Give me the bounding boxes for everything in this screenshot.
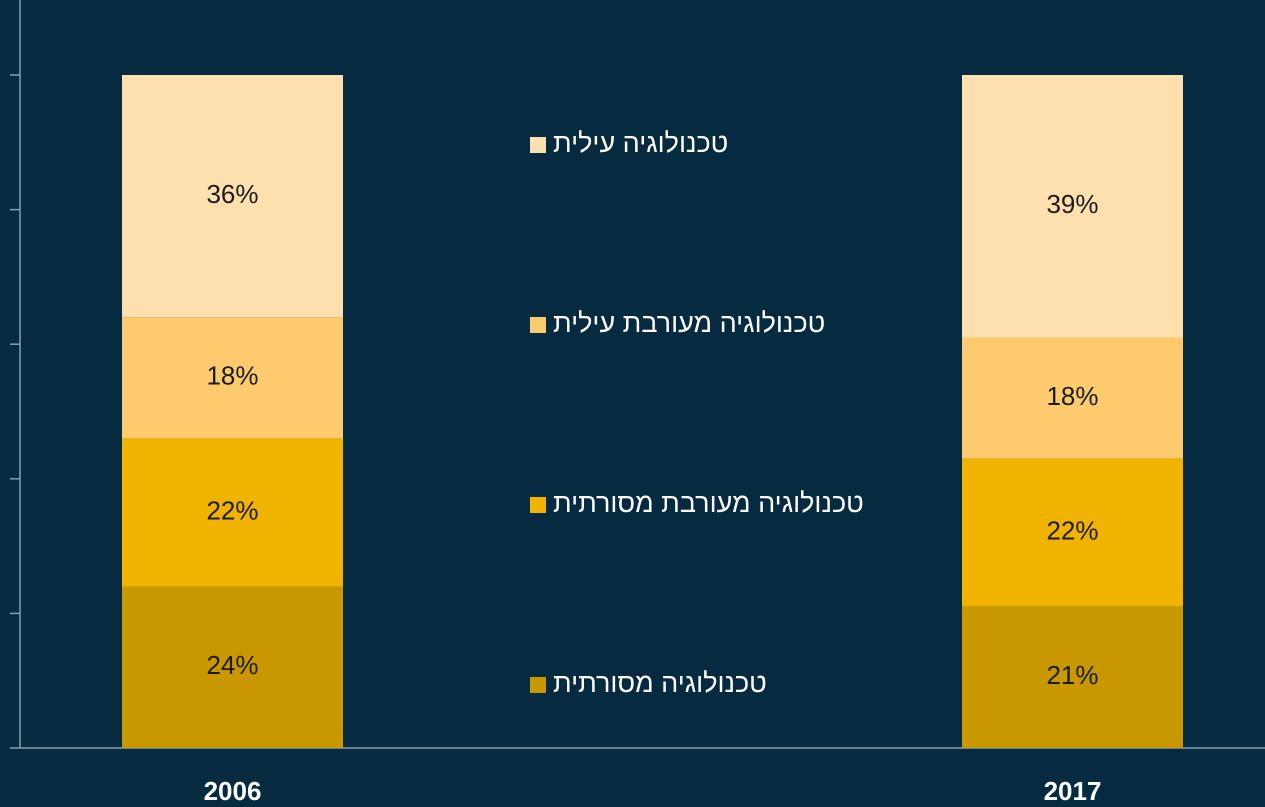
bar-segment	[122, 75, 343, 318]
bar-segment	[962, 606, 1183, 748]
legend-swatch	[530, 317, 546, 333]
bar-segment	[122, 317, 343, 439]
data-label: 21%	[1046, 660, 1098, 690]
x-tick-label: 2017	[1044, 776, 1102, 806]
legend-label: טכנולוגיה מסורתית	[553, 668, 767, 698]
legend-label: טכנולוגיה מעורבת מסורתית	[553, 488, 864, 518]
data-label: 18%	[206, 361, 258, 391]
legend-label: טכנולוגיה עילית	[553, 128, 728, 158]
data-label: 22%	[1046, 516, 1098, 546]
legend-label: טכנולוגיה מעורבת עילית	[553, 308, 825, 338]
bar-segment	[962, 458, 1183, 607]
bar-segment	[962, 75, 1183, 338]
legend-swatch	[530, 137, 546, 153]
data-label: 18%	[1046, 381, 1098, 411]
legend-swatch	[530, 497, 546, 513]
bar-segment	[122, 586, 343, 748]
data-label: 22%	[206, 495, 258, 525]
data-label: 36%	[206, 179, 258, 209]
data-label: 39%	[1046, 189, 1098, 219]
bar-segment	[962, 337, 1183, 459]
bar-segment	[122, 438, 343, 587]
x-tick-label: 2006	[204, 776, 262, 806]
legend-swatch	[530, 677, 546, 693]
data-label: 24%	[206, 650, 258, 680]
